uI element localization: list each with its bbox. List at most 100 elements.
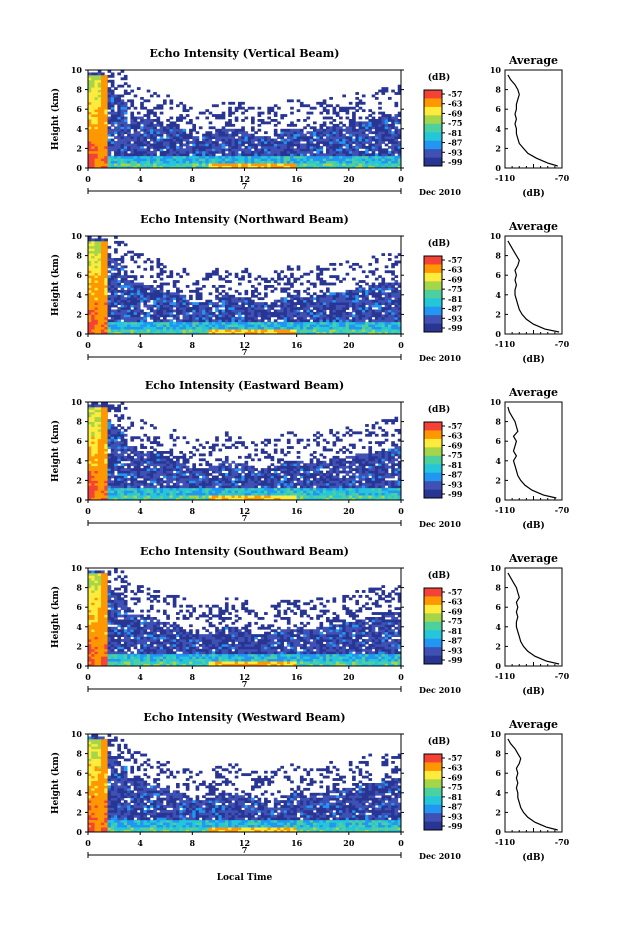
heatmap-cell (123, 145, 128, 149)
heatmap-cell (176, 160, 180, 164)
heatmap-cell (228, 106, 232, 110)
heatmap-cell (94, 485, 99, 489)
heatmap-cell (143, 329, 148, 332)
heatmap-cell (107, 282, 112, 286)
heatmap-cell (107, 409, 112, 413)
colorbar-frame (423, 255, 443, 333)
heatmap-cell (312, 148, 317, 152)
heatmap-cell (146, 468, 151, 471)
heatmap-cell (136, 304, 141, 308)
heatmap-cell (326, 294, 330, 298)
heatmap-cell (237, 101, 242, 105)
heatmap-cell (283, 297, 288, 301)
heatmap-cell (169, 101, 174, 105)
heatmap-cell (221, 133, 226, 137)
heatmap-cell (123, 253, 128, 256)
heatmap-cell (397, 307, 402, 310)
heatmap-cell (101, 492, 105, 496)
heatmap-cell (114, 136, 118, 139)
heatmap-cell (123, 155, 128, 159)
heatmap-cell (97, 319, 102, 323)
heatmap-cell (260, 145, 265, 149)
heatmap-cell (146, 475, 151, 479)
heatmap-cell (130, 482, 135, 486)
heatmap-cell (387, 138, 392, 142)
heatmap-cell (231, 160, 236, 164)
heatmap-cell (107, 419, 112, 422)
heatmap-cell (156, 482, 161, 486)
heatmap-cell (153, 143, 157, 147)
heatmap-cell (273, 150, 278, 154)
heatmap-cell (133, 131, 138, 135)
heatmap-cell (365, 128, 369, 132)
heatmap-cell (316, 148, 320, 152)
heatmap-cell (130, 314, 135, 318)
heatmap-cell (348, 126, 353, 130)
heatmap-cell (123, 119, 128, 122)
heatmap-cell (176, 329, 180, 332)
heatmap-cell (185, 302, 190, 305)
heatmap-cell (182, 299, 187, 303)
heatmap-cell (329, 302, 333, 305)
heatmap-cell (231, 128, 236, 132)
heatmap-cell (94, 314, 99, 318)
heatmap-cell (384, 150, 389, 154)
heatmap-cell (127, 289, 131, 293)
heatmap-cell (179, 495, 183, 498)
heatmap-cell (348, 304, 353, 308)
heatmap-cell (221, 153, 226, 157)
heatmap-cell (143, 421, 148, 425)
heatmap-cell (130, 165, 135, 169)
heatmap-cell (107, 245, 112, 249)
heatmap-cell (391, 282, 395, 286)
heatmap-cell (133, 145, 138, 149)
heatmap-cell (244, 302, 249, 305)
heatmap-cell (218, 324, 223, 328)
heatmap-cell (234, 272, 239, 276)
heatmap-cell (280, 145, 285, 149)
heatmap-cell (322, 116, 327, 120)
heatmap-cell (104, 238, 108, 242)
heatmap-cell (332, 292, 337, 296)
heatmap-cell (159, 123, 164, 127)
heatmap-cell (299, 143, 304, 147)
heatmap-cell (91, 138, 95, 142)
heatmap-cell (136, 458, 141, 462)
heatmap-cell (179, 138, 183, 142)
heatmap-cell (162, 314, 167, 318)
heatmap-cell (218, 145, 223, 149)
heatmap-cell (88, 87, 92, 90)
heatmap-cell (247, 158, 252, 162)
average-y-tick-label: 8 (495, 85, 501, 95)
heatmap-cell (88, 111, 92, 115)
heatmap-cell (254, 150, 258, 154)
heatmap-cell (114, 409, 118, 413)
heatmap-cell (149, 495, 154, 498)
heatmap-cell (205, 150, 210, 154)
heatmap-cell (110, 406, 115, 410)
heatmap-cell (228, 307, 232, 310)
colorbar-tick-label: -75 (448, 284, 462, 294)
heatmap-cell (374, 329, 379, 332)
heatmap-cell (114, 160, 118, 164)
heatmap-cell (176, 497, 180, 501)
heatmap-cell (345, 289, 350, 293)
heatmap-cell (322, 311, 327, 315)
heatmap-cell (169, 158, 174, 162)
heatmap-cell (397, 150, 402, 154)
heatmap-cell (130, 490, 135, 494)
heatmap-cell (345, 163, 350, 166)
heatmap-cell (88, 153, 92, 157)
heatmap-cell (387, 316, 392, 320)
heatmap-cell (237, 153, 242, 157)
heatmap-cell (329, 309, 333, 313)
y-axis-label: Height (km) (50, 254, 61, 316)
heatmap-cell (387, 282, 392, 286)
heatmap-cell (335, 141, 340, 144)
heatmap-cell (299, 302, 304, 305)
heatmap-cell (326, 141, 330, 144)
heatmap-cell (221, 126, 226, 130)
heatmap-cell (159, 133, 164, 137)
heatmap-cell (176, 475, 180, 479)
heatmap-cell (97, 89, 102, 93)
